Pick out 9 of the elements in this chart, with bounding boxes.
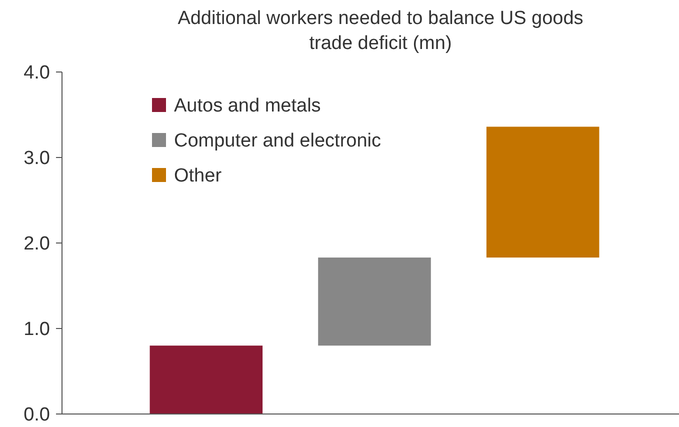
- y-tick-label: 0.0: [24, 404, 50, 426]
- legend-label: Computer and electronic: [174, 130, 381, 152]
- y-tick-label: 2.0: [24, 234, 50, 255]
- y-tick-label: 4.0: [24, 62, 50, 84]
- chart-title: Additional workers needed to balance US goods trade deficit (mn): [178, 8, 584, 54]
- y-tick-label: 1.0: [24, 319, 50, 340]
- legend-label: Autos and metals: [174, 96, 321, 117]
- legend-label: Other: [174, 166, 222, 187]
- y-tick-label: 3.0: [24, 148, 50, 170]
